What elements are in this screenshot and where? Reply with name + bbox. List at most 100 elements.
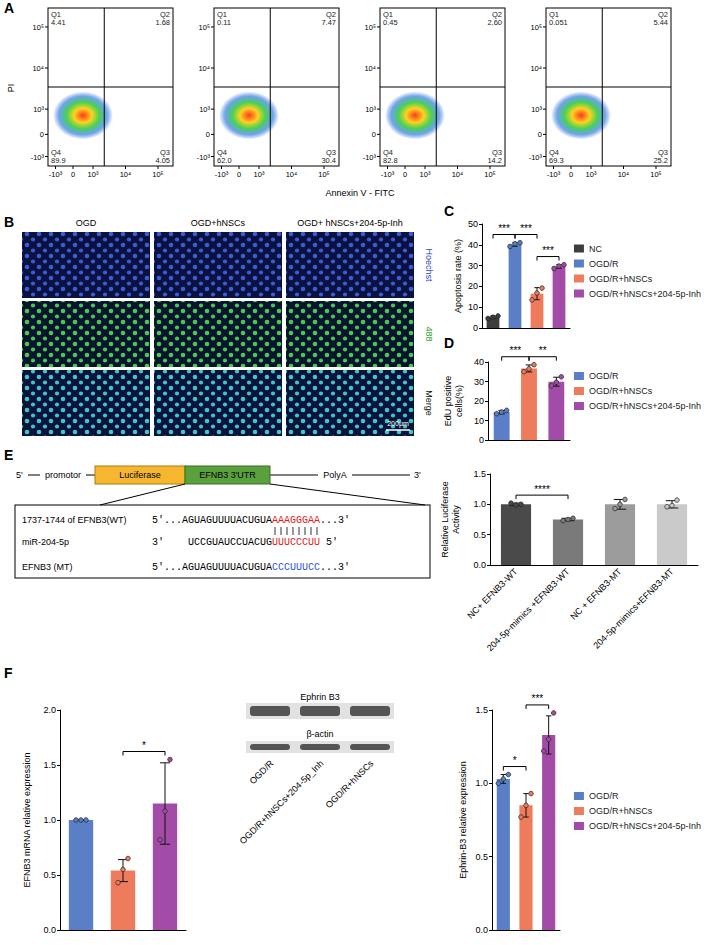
svg-text:D: D xyxy=(444,335,454,351)
svg-text:EFNB3 (MT): EFNB3 (MT) xyxy=(22,562,73,572)
svg-text:2.60: 2.60 xyxy=(487,18,502,27)
svg-text:OGD/R+hNSCs: OGD/R+hNSCs xyxy=(589,386,653,396)
svg-text:OGD/R+hNSCs: OGD/R+hNSCs xyxy=(324,758,376,810)
svg-text:-10³: -10³ xyxy=(215,170,229,179)
svg-text:30: 30 xyxy=(474,377,484,387)
svg-text:C: C xyxy=(444,203,454,219)
svg-text:204-5p-mimics +EFNB3-WT: 204-5p-mimics +EFNB3-WT xyxy=(485,566,572,653)
svg-text:30.4: 30.4 xyxy=(321,156,336,165)
svg-text:OGD/R: OGD/R xyxy=(589,259,619,269)
svg-text:10⁵: 10⁵ xyxy=(650,170,661,179)
svg-text:OGD/R+hNSCs+204-5p_Inh: OGD/R+hNSCs+204-5p_Inh xyxy=(238,758,326,846)
svg-text:OGD+hNSCs: OGD+hNSCs xyxy=(191,218,246,228)
svg-text:OGD/R: OGD/R xyxy=(247,758,275,786)
svg-text:PolyA: PolyA xyxy=(323,470,347,480)
svg-text:1.5: 1.5 xyxy=(43,760,56,770)
svg-text:1.0: 1.0 xyxy=(475,778,488,788)
svg-text:B: B xyxy=(4,214,14,230)
svg-text:10⁴: 10⁴ xyxy=(286,170,298,179)
svg-text:NC+ EFNB3-WT: NC+ EFNB3-WT xyxy=(465,566,520,621)
svg-text:OGD/R+hNSCs+204-5p-Inh: OGD/R+hNSCs+204-5p-Inh xyxy=(589,289,701,299)
svg-text:****: **** xyxy=(534,484,550,495)
svg-text:OGD/R: OGD/R xyxy=(589,371,619,381)
svg-text:69.3: 69.3 xyxy=(549,156,564,165)
svg-text:3': 3' xyxy=(414,470,421,480)
svg-text:Annexin V - FITC: Annexin V - FITC xyxy=(325,188,395,198)
svg-text:0: 0 xyxy=(71,170,75,179)
svg-text:UUUCCCUU: UUUCCCUU xyxy=(272,537,320,548)
svg-text:-10³: -10³ xyxy=(381,170,395,179)
svg-text:Apoptosis rate (%): Apoptosis rate (%) xyxy=(453,239,463,313)
svg-text:1.68: 1.68 xyxy=(155,18,170,27)
svg-text:25.2: 25.2 xyxy=(653,156,668,165)
svg-text:0: 0 xyxy=(372,130,376,139)
svg-text:1.5: 1.5 xyxy=(473,469,486,479)
svg-text:0.5: 0.5 xyxy=(43,870,56,880)
svg-text:EdU positive: EdU positive xyxy=(443,376,453,427)
svg-text:promotor: promotor xyxy=(45,470,81,480)
svg-text:10⁴: 10⁴ xyxy=(120,170,132,179)
svg-text:***: *** xyxy=(531,693,543,704)
svg-text:-10³: -10³ xyxy=(529,153,543,162)
svg-text:10⁵: 10⁵ xyxy=(484,170,495,179)
svg-text:OGD/R+hNSCs+204-5p-Inh: OGD/R+hNSCs+204-5p-Inh xyxy=(589,401,701,411)
svg-text:10⁴: 10⁴ xyxy=(530,64,542,73)
svg-text:***: *** xyxy=(498,223,510,234)
svg-text:62.0: 62.0 xyxy=(217,156,232,165)
svg-text:5.44: 5.44 xyxy=(653,18,668,27)
svg-text:Hoechst: Hoechst xyxy=(424,248,434,282)
svg-text:10⁴: 10⁴ xyxy=(452,170,464,179)
svg-text:OGD/R: OGD/R xyxy=(589,791,619,801)
svg-text:β-actin: β-actin xyxy=(306,729,333,739)
svg-text:5'...AGUAGUUUUACUGUA: 5'...AGUAGUUUUACUGUA xyxy=(152,562,272,573)
svg-text:89.9: 89.9 xyxy=(51,156,66,165)
svg-text:3': 3' xyxy=(152,537,164,548)
svg-text:0: 0 xyxy=(403,170,407,179)
svg-text:1737-1744 of EFNB3(WT): 1737-1744 of EFNB3(WT) xyxy=(22,515,127,525)
svg-text:20: 20 xyxy=(474,396,484,406)
svg-text:-10³: -10³ xyxy=(547,170,561,179)
svg-text:5': 5' xyxy=(326,537,338,548)
svg-text:NC + EFNB3-MT: NC + EFNB3-MT xyxy=(568,566,624,622)
svg-text:***: *** xyxy=(509,345,521,356)
svg-text:0.0: 0.0 xyxy=(475,925,488,935)
svg-text:10⁴: 10⁴ xyxy=(364,64,376,73)
svg-text:10⁵: 10⁵ xyxy=(531,23,542,32)
svg-text:5': 5' xyxy=(16,470,23,480)
svg-text:NC: NC xyxy=(589,244,602,254)
svg-text:-10³: -10³ xyxy=(49,170,63,179)
svg-text:1.0: 1.0 xyxy=(473,499,486,509)
svg-text:***: *** xyxy=(542,245,554,256)
svg-text:OGD: OGD xyxy=(76,218,97,228)
svg-text:F: F xyxy=(4,665,13,681)
svg-text:Relative Luciferase: Relative Luciferase xyxy=(440,481,450,558)
svg-text:20: 20 xyxy=(468,281,478,291)
svg-text:7.47: 7.47 xyxy=(321,18,336,27)
svg-text:14.2: 14.2 xyxy=(487,156,502,165)
svg-text:0: 0 xyxy=(473,323,478,333)
svg-text:30: 30 xyxy=(468,261,478,271)
svg-text:EFNB3 mRNA relative expression: EFNB3 mRNA relative expression xyxy=(22,752,32,887)
svg-text:204-5p-mimics+EFNB3-MT: 204-5p-mimics+EFNB3-MT xyxy=(591,566,676,651)
svg-text:10³: 10³ xyxy=(199,105,210,114)
svg-text:*: * xyxy=(513,755,517,766)
svg-text:40: 40 xyxy=(474,357,484,367)
svg-text:0: 0 xyxy=(206,130,210,139)
svg-text:OGD/R+hNSCs: OGD/R+hNSCs xyxy=(589,806,653,816)
svg-text:10: 10 xyxy=(468,302,478,312)
svg-text:0.051: 0.051 xyxy=(549,18,568,27)
svg-text:Merge: Merge xyxy=(424,390,434,416)
svg-text:488: 488 xyxy=(424,326,434,341)
svg-text:10³: 10³ xyxy=(88,170,99,179)
svg-text:10⁴: 10⁴ xyxy=(198,64,210,73)
svg-text:10⁵: 10⁵ xyxy=(199,23,210,32)
svg-text:10³: 10³ xyxy=(420,170,431,179)
svg-text:10⁵: 10⁵ xyxy=(33,23,44,32)
svg-text:10: 10 xyxy=(474,416,484,426)
svg-text:10³: 10³ xyxy=(33,105,44,114)
svg-text:0.5: 0.5 xyxy=(473,530,486,540)
svg-text:10⁴: 10⁴ xyxy=(32,64,44,73)
svg-text:cells(%): cells(%) xyxy=(454,385,464,417)
svg-text:-10³: -10³ xyxy=(363,153,377,162)
svg-text:0: 0 xyxy=(479,435,484,445)
